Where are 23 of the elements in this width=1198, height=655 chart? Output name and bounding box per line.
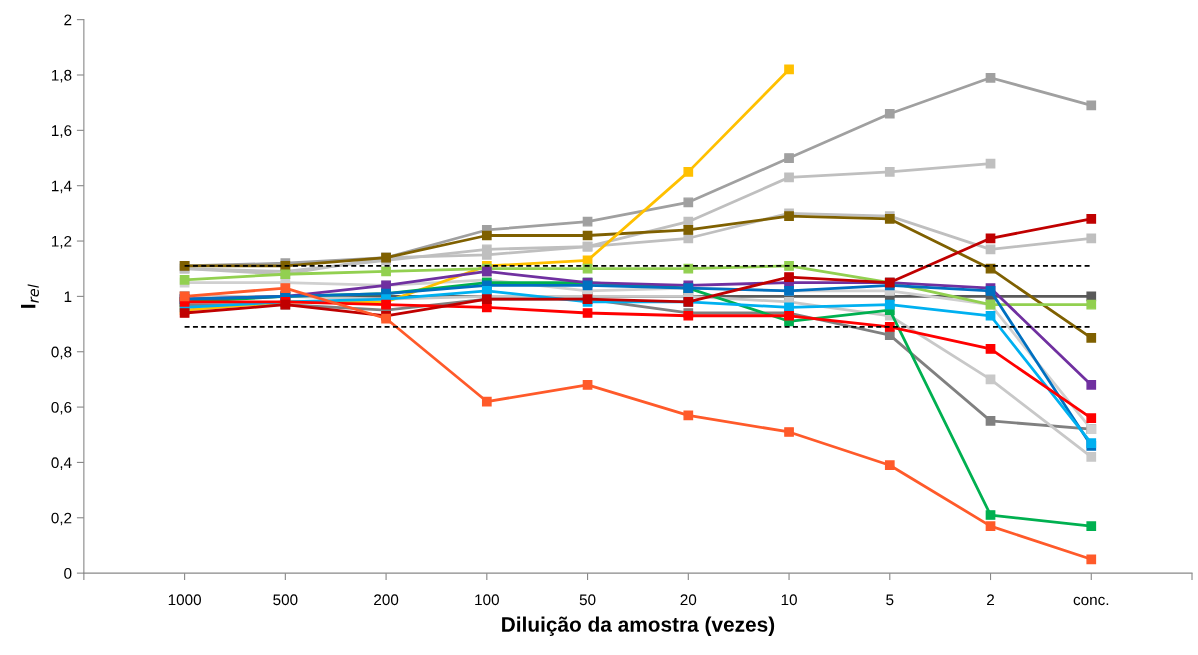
x-tick-label: 10 — [781, 594, 797, 606]
y-tick-label: 1,8 — [51, 69, 72, 83]
y-tick-label: 1 — [64, 291, 72, 302]
y-tick-label: 1,4 — [51, 180, 72, 194]
x-tick-label: conc. — [1073, 596, 1109, 606]
x-tick-label: 2 — [987, 594, 995, 606]
y-tick-label: 0 — [64, 567, 72, 579]
x-tick-label: 200 — [374, 594, 399, 606]
x-tick-label: 1000 — [168, 594, 201, 606]
x-tick-label: 20 — [680, 594, 697, 606]
y-tick-label: 0,8 — [51, 346, 72, 360]
x-tick-label: 100 — [475, 594, 499, 606]
y-tick-label: 1,2 — [51, 235, 72, 249]
y-tick-label: 0,6 — [51, 401, 72, 415]
y-axis-title: I$_{rel}$ — [21, 284, 39, 308]
x-tick-label: 500 — [273, 594, 298, 606]
y-tick-label: 2 — [64, 14, 72, 26]
y-tick-label: 1,6 — [51, 125, 72, 138]
x-axis-title: Diluição da amostra (vezes) — [502, 616, 775, 636]
y-tick-label: 0,4 — [51, 457, 72, 470]
x-tick-label: 5 — [886, 594, 894, 606]
y-tick-label: 0,2 — [51, 512, 72, 526]
x-tick-label: 50 — [579, 594, 596, 606]
